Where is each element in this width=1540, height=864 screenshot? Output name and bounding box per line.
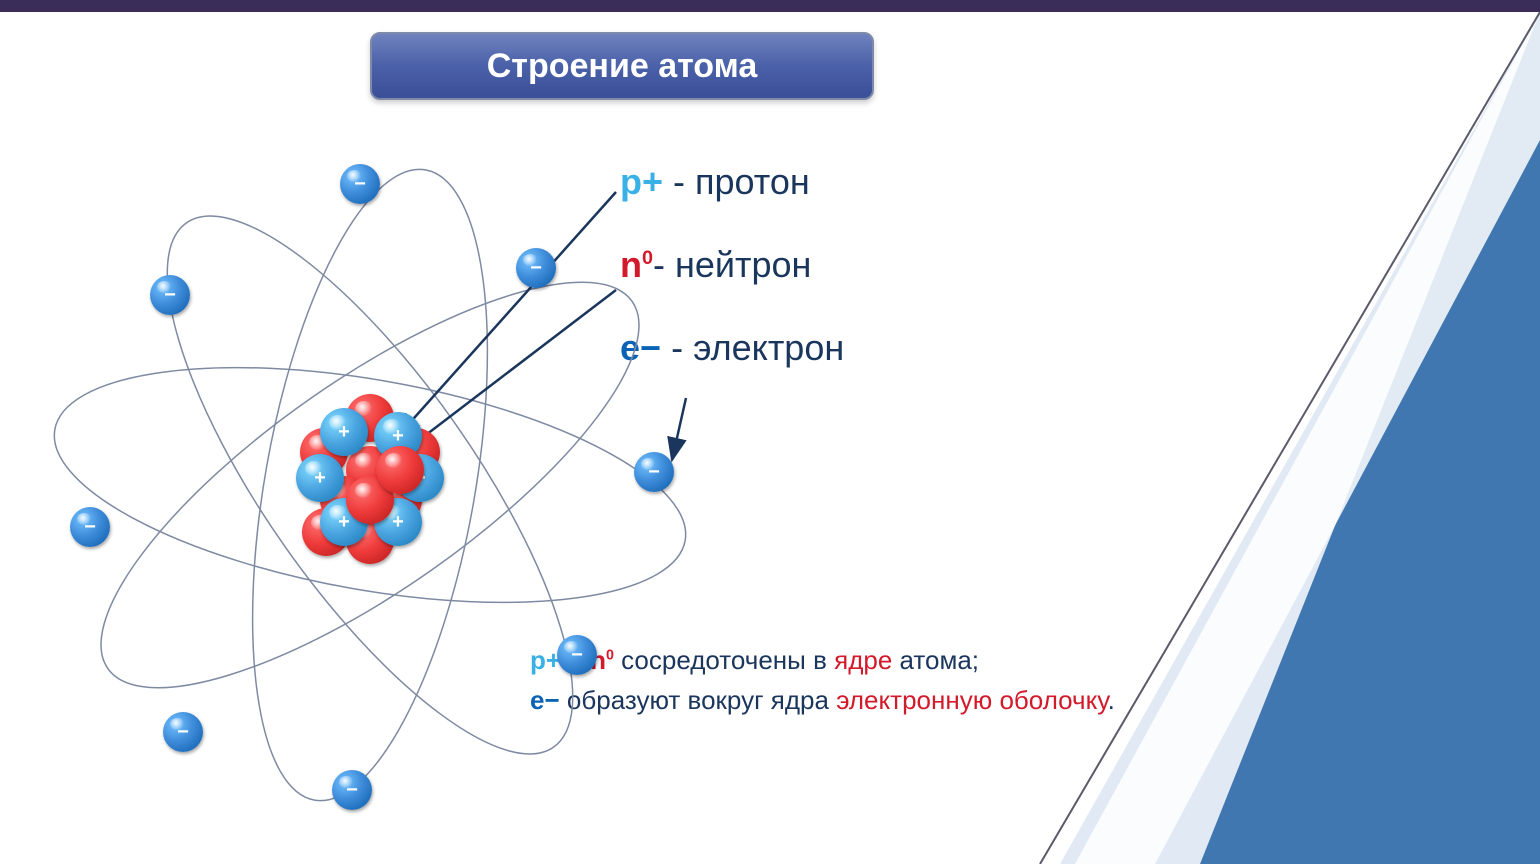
electron-glyph: − [332, 770, 372, 810]
proton-glyph: + [296, 454, 344, 502]
electron: − [557, 635, 597, 675]
electron-glyph: − [70, 507, 110, 547]
electron-glyph: − [557, 635, 597, 675]
neutron [376, 446, 424, 494]
electron: − [150, 275, 190, 315]
electron: − [332, 770, 372, 810]
electron: − [163, 712, 203, 752]
electron-glyph: − [150, 275, 190, 315]
proton-glyph: + [320, 408, 368, 456]
electron: − [516, 248, 556, 288]
electron-glyph: − [163, 712, 203, 752]
electron: − [70, 507, 110, 547]
proton: + [320, 408, 368, 456]
electron-glyph: − [340, 164, 380, 204]
electron: − [340, 164, 380, 204]
electron-glyph: − [634, 452, 674, 492]
electron: − [634, 452, 674, 492]
spheres-layer: ++++++−−−−−−−− [0, 0, 1540, 864]
electron-glyph: − [516, 248, 556, 288]
proton: + [296, 454, 344, 502]
